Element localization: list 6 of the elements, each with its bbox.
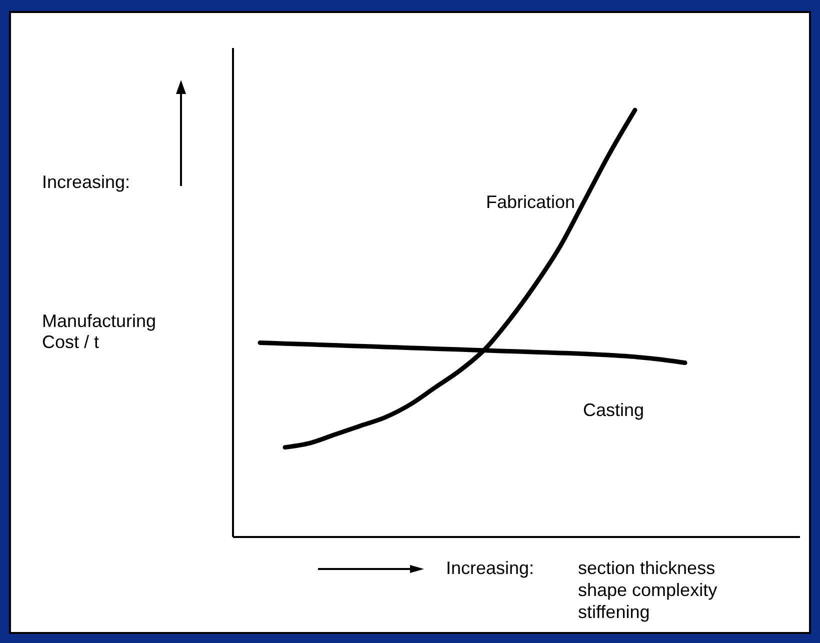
text: Increasing: (446, 558, 534, 578)
text: Casting (583, 400, 644, 420)
text: Manufacturing Cost / t (42, 311, 156, 352)
series-label: Fabrication (486, 192, 576, 212)
x-axis-title: section thickness shape complexity stiffening (578, 558, 718, 622)
text: Increasing: (42, 172, 130, 192)
